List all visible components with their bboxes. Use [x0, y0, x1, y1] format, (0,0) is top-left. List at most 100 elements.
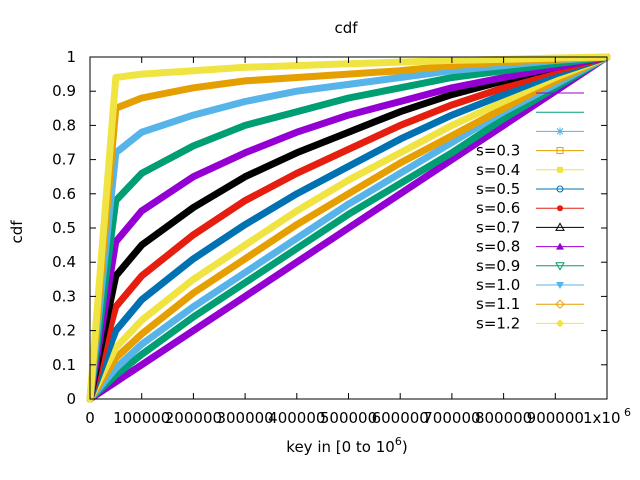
- data-point: [293, 62, 300, 69]
- data-point: [293, 259, 300, 266]
- data-point: [500, 74, 507, 81]
- data-point: [138, 296, 145, 303]
- data-point: [448, 91, 455, 98]
- legend: s=0.3s=0.4s=0.5s=0.6s=0.7 s=0.8s=0.9s=1.0…: [476, 92, 584, 332]
- data-point: [242, 255, 249, 262]
- data-point: [138, 317, 145, 324]
- data-point: [500, 122, 507, 129]
- data-point: [500, 115, 507, 122]
- data-point: [293, 129, 300, 136]
- series-line-9: [86, 53, 611, 403]
- legend-item: s=0.3: [476, 142, 584, 160]
- data-point: [448, 101, 455, 108]
- legend-marker-triangle: [555, 222, 565, 231]
- data-point: [112, 344, 119, 351]
- data-point: [190, 204, 197, 211]
- legend-item: s=1.0: [476, 276, 584, 294]
- y-tick-label: 0.2: [52, 322, 76, 340]
- series-line-10: [86, 53, 611, 403]
- data-point: [190, 84, 197, 91]
- series-line-6: [86, 53, 611, 403]
- legend-label: s=0.4: [476, 161, 520, 179]
- y-tick-label: 0.6: [52, 185, 76, 203]
- x-tick-label: 300000: [216, 409, 273, 427]
- data-point: [138, 95, 145, 101]
- x-tick-label: 1x10 6: [583, 406, 631, 427]
- series-line-4: [86, 53, 611, 403]
- data-point: [190, 303, 197, 310]
- legend-item: s=0.7: [476, 218, 584, 236]
- x-tick-label-text: 1x10: [583, 409, 621, 427]
- legend-marker-filled-box: [557, 166, 563, 173]
- series-line-1: [86, 53, 611, 403]
- data-point: [190, 173, 197, 180]
- x-tick-label-text: 200000: [165, 409, 222, 427]
- legend-item: s=0.6: [476, 199, 584, 217]
- data-point: [242, 221, 249, 228]
- data-point: [448, 156, 455, 163]
- data-point: [293, 207, 300, 214]
- ticks-layer: 0 0.1 0.2 0.3 0.4 0.5 0.6 0.7 0.8 0.9 1 0 1000002000…: [52, 48, 631, 427]
- x-tick-label-text: 600000: [372, 409, 429, 427]
- x-axis-label-text: key in [0 to 10: [286, 438, 395, 456]
- data-point: [397, 190, 404, 197]
- chart-title: cdf: [334, 19, 358, 37]
- legend-marker-filled-triangle: [556, 242, 564, 250]
- data-point: [448, 112, 455, 119]
- data-point: [448, 122, 455, 129]
- x-tick-label: 100000: [113, 409, 170, 427]
- data-point: [500, 84, 507, 91]
- data-point: [242, 197, 249, 204]
- x-tick-label-text: 700000: [423, 409, 480, 427]
- legend-label: s=0.6: [476, 199, 520, 217]
- legend-item: [536, 127, 584, 136]
- series-line-13: [86, 53, 611, 403]
- data-point: [190, 112, 197, 119]
- legend-marker-diamond: [555, 299, 565, 309]
- data-point: [112, 303, 119, 310]
- data-point: [397, 160, 404, 166]
- y-tick-label: 0.5: [52, 219, 76, 237]
- y-tick-label: 0.9: [52, 82, 76, 100]
- data-point: [138, 129, 145, 136]
- data-point: [138, 242, 145, 249]
- legend-marker-filled-circle: [557, 205, 563, 212]
- x-tick-label-text: 300000: [216, 409, 273, 427]
- data-point: [293, 170, 300, 177]
- data-point: [242, 293, 249, 300]
- data-point: [242, 279, 249, 286]
- y-tick-label: 0.3: [52, 287, 76, 305]
- x-tick-label: 500000: [320, 409, 377, 427]
- x-tick-label-text: 800000: [475, 409, 532, 427]
- data-point: [242, 173, 249, 180]
- data-point: [345, 190, 352, 197]
- legend-marker-filled-inverted-triangle: [556, 282, 564, 289]
- data-point: [345, 201, 352, 208]
- x-tick-label: 0: [85, 409, 95, 427]
- legend-label: s=0.9: [476, 257, 520, 275]
- legend-label: s=0.3: [476, 142, 520, 160]
- data-point: [112, 327, 119, 334]
- y-tick-label: 0.8: [52, 116, 76, 134]
- legend-label: s=0.8: [476, 238, 520, 256]
- x-tick-label: 900000: [527, 409, 584, 427]
- data-point: [293, 190, 300, 197]
- data-point: [448, 149, 455, 156]
- data-point: [293, 245, 300, 252]
- data-point: [448, 84, 455, 91]
- data-point: [242, 149, 249, 156]
- x-tick-label-text: 900000: [527, 409, 584, 427]
- legend-item: s=1.2: [476, 314, 584, 332]
- y-tick-label: 0.1: [52, 356, 76, 374]
- legend-label: s=1.1: [476, 295, 520, 313]
- data-point: [190, 67, 197, 74]
- y-tick-label: 1: [66, 48, 76, 66]
- data-point: [293, 235, 300, 242]
- data-point: [138, 361, 145, 368]
- data-point: [293, 108, 300, 115]
- data-point: [345, 146, 352, 153]
- data-point: [448, 139, 455, 146]
- data-point: [500, 105, 507, 112]
- x-tick-label-exponent: 6: [621, 406, 632, 419]
